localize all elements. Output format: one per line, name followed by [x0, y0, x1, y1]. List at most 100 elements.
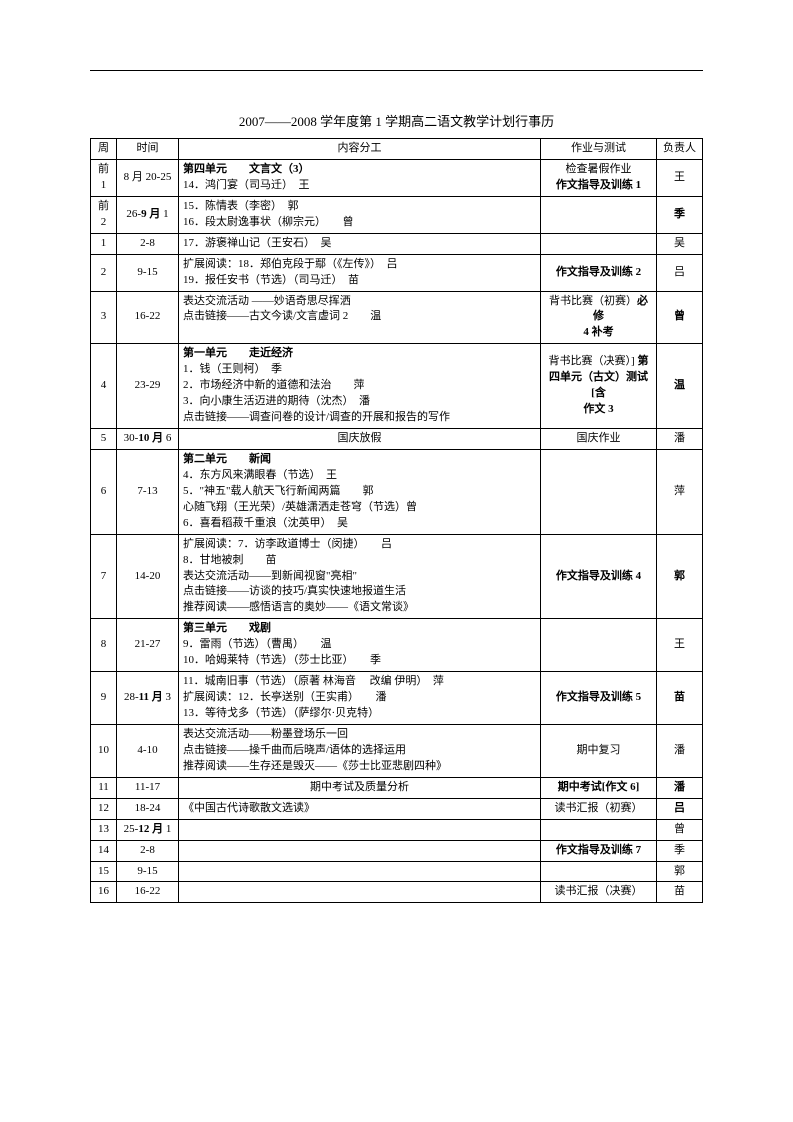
cell-line: 4．东方风来满眼春（节选） 王 [183, 468, 536, 484]
cell-owner: 苗 [657, 882, 703, 903]
cell-time: 25-12 月 1 [117, 819, 179, 840]
cell-owner: 温 [657, 344, 703, 429]
cell-owner: 潘 [657, 724, 703, 777]
cell-time: 8 月 20-25 [117, 159, 179, 196]
cell-time: 28-11 月 3 [117, 672, 179, 725]
cell-line: 表达交流活动 ——妙语奇思尽挥洒 [183, 294, 536, 310]
cell-homework: 作文指导及训练 4 [541, 534, 657, 619]
cell-line: 扩展阅读：18．郑伯克段于鄢（《左传》） 吕 [183, 257, 536, 273]
cell-line: 11．城南旧事（节选）（原著 林海音 改编 伊明） 萍 [183, 674, 536, 690]
cell-homework: 作文指导及训练 5 [541, 672, 657, 725]
cell-content: 第二单元 新闻4．东方风来满眼春（节选） 王5．"神五"载人航天飞行新闻两篇 郭… [179, 449, 541, 534]
cell-homework: 期中考试[作文 6] [541, 777, 657, 798]
table-row: 104-10表达交流活动——粉墨登场乐一回点击链接——操千曲而后晓声/语体的选择… [91, 724, 703, 777]
cell-week: 5 [91, 429, 117, 450]
cell-week: 3 [91, 291, 117, 344]
cell-line: 点击链接——调查问卷的设计/调查的开展和报告的写作 [183, 410, 536, 426]
cell-week: 15 [91, 861, 117, 882]
cell-owner: 曾 [657, 819, 703, 840]
cell-line: 点击链接——访谈的技巧/真实快速地报道生活 [183, 584, 536, 600]
cell-line: 3．向小康生活迈进的期待（沈杰） 潘 [183, 394, 536, 410]
table-header-row: 周 时间 内容分工 作业与测试 负责人 [91, 139, 703, 160]
table-row: 928-11 月 311．城南旧事（节选）（原著 林海音 改编 伊明） 萍扩展阅… [91, 672, 703, 725]
table-row: 1218-24《中国古代诗歌散文选读》读书汇报（初赛）吕 [91, 798, 703, 819]
cell-homework: 作文指导及训练 2 [541, 254, 657, 291]
cell-owner: 潘 [657, 429, 703, 450]
cell-owner: 苗 [657, 672, 703, 725]
cell-line: 读书汇报（决赛） [545, 884, 652, 900]
cell-time: 16-22 [117, 882, 179, 903]
cell-owner: 吕 [657, 798, 703, 819]
cell-week: 11 [91, 777, 117, 798]
table-row: 316-22表达交流活动 ——妙语奇思尽挥洒点击链接——古文今读/文言虚词 2 … [91, 291, 703, 344]
page: 2007——2008 学年度第 1 学期高二语文教学计划行事历 周 时间 内容分… [0, 0, 793, 1122]
table-row: 12-817．游褒禅山记（王安石） 吴 吴 [91, 233, 703, 254]
cell-content: 扩展阅读：7．访李政道博士（闵捷） 吕8．甘地被刺 苗表达交流活动——到新闻视窗… [179, 534, 541, 619]
cell-content: 表达交流活动 ——妙语奇思尽挥洒点击链接——古文今读/文言虚词 2 温 [179, 291, 541, 344]
cell-content: 第三单元 戏剧9．雷雨（节选）（曹禺） 温10．哈姆莱特（节选）（莎士比亚） 季 [179, 619, 541, 672]
cell-week: 10 [91, 724, 117, 777]
col-time: 时间 [117, 139, 179, 160]
cell-content: 第四单元 文言文（3）14．鸿门宴（司马迁） 王 [179, 159, 541, 196]
cell-time: 2-8 [117, 233, 179, 254]
cell-week: 1 [91, 233, 117, 254]
cell-line: 推荐阅读——生存还是毁灭——《莎士比亚悲剧四种》 [183, 759, 536, 775]
cell-line: 《中国古代诗歌散文选读》 [183, 801, 536, 817]
cell-line: 扩展阅读：7．访李政道博士（闵捷） 吕 [183, 537, 536, 553]
cell-line: 四单元（古文）测试[含 [545, 370, 652, 402]
cell-homework: 背书比赛（决赛）] 第四单元（古文）测试[含作文 3 [541, 344, 657, 429]
cell-homework [541, 449, 657, 534]
cell-content: 第一单元 走近经济1．钱（王则柯） 季2．市场经济中新的道德和法治 萍3．向小康… [179, 344, 541, 429]
cell-homework: 读书汇报（决赛） [541, 882, 657, 903]
top-rule [90, 70, 703, 71]
cell-content: 表达交流活动——粉墨登场乐一回点击链接——操千曲而后晓声/语体的选择运用推荐阅读… [179, 724, 541, 777]
col-content: 内容分工 [179, 139, 541, 160]
cell-line: 国庆作业 [545, 431, 652, 447]
cell-line: 4 补考 [545, 325, 652, 341]
cell-owner: 王 [657, 619, 703, 672]
table-row: 159-15 郭 [91, 861, 703, 882]
cell-line: 推荐阅读——感悟语言的奥妙——《语文常谈》 [183, 600, 536, 616]
table-row: 前 18 月 20-25第四单元 文言文（3）14．鸿门宴（司马迁） 王检查暑假… [91, 159, 703, 196]
cell-homework [541, 233, 657, 254]
cell-line: 14．鸿门宴（司马迁） 王 [183, 178, 536, 194]
cell-time: 16-22 [117, 291, 179, 344]
cell-time: 30-10 月 6 [117, 429, 179, 450]
table-row: 67-13第二单元 新闻4．东方风来满眼春（节选） 王5．"神五"载人航天飞行新… [91, 449, 703, 534]
cell-week: 前 1 [91, 159, 117, 196]
cell-time: 18-24 [117, 798, 179, 819]
cell-content: 国庆放假 [179, 429, 541, 450]
cell-week: 13 [91, 819, 117, 840]
cell-time: 7-13 [117, 449, 179, 534]
cell-line: 作文指导及训练 7 [545, 843, 652, 859]
table-row: 530-10 月 6国庆放假国庆作业潘 [91, 429, 703, 450]
table-row: 1111-17期中考试及质量分析期中考试[作文 6]潘 [91, 777, 703, 798]
cell-line: 8．甘地被刺 苗 [183, 553, 536, 569]
cell-line: 15．陈情表（李密） 郭 [183, 199, 536, 215]
schedule-table: 周 时间 内容分工 作业与测试 负责人 前 18 月 20-25第四单元 文言文… [90, 138, 703, 903]
cell-line: 第四单元 文言文（3） [183, 162, 536, 178]
table-row: 821-27第三单元 戏剧9．雷雨（节选）（曹禺） 温10．哈姆莱特（节选）（莎… [91, 619, 703, 672]
cell-homework [541, 619, 657, 672]
cell-line: 作文指导及训练 2 [545, 265, 652, 281]
cell-content: 17．游褒禅山记（王安石） 吴 [179, 233, 541, 254]
cell-time: 23-29 [117, 344, 179, 429]
table-body: 前 18 月 20-25第四单元 文言文（3）14．鸿门宴（司马迁） 王检查暑假… [91, 159, 703, 902]
cell-content [179, 840, 541, 861]
cell-week: 前 2 [91, 196, 117, 233]
cell-line: 9．雷雨（节选）（曹禺） 温 [183, 637, 536, 653]
cell-owner: 萍 [657, 449, 703, 534]
table-row: 前 226-9 月 115．陈情表（李密） 郭16．段太尉逸事状（柳宗元） 曾 … [91, 196, 703, 233]
table-row: 714-20扩展阅读：7．访李政道博士（闵捷） 吕8．甘地被刺 苗表达交流活动—… [91, 534, 703, 619]
cell-line: 扩展阅读：12．长亭送别（王实甫） 潘 [183, 690, 536, 706]
cell-line: 13．等待戈多（节选）（萨缪尔·贝克特） [183, 706, 536, 722]
cell-line: 作文 3 [545, 402, 652, 418]
table-row: 142-8 作文指导及训练 7季 [91, 840, 703, 861]
cell-line: 点击链接——古文今读/文言虚词 2 温 [183, 309, 536, 325]
table-row: 423-29第一单元 走近经济1．钱（王则柯） 季2．市场经济中新的道德和法治 … [91, 344, 703, 429]
cell-line: 5．"神五"载人航天飞行新闻两篇 郭 [183, 484, 536, 500]
col-week: 周 [91, 139, 117, 160]
cell-line: 2．市场经济中新的道德和法治 萍 [183, 378, 536, 394]
cell-line: 作文指导及训练 5 [545, 690, 652, 706]
cell-week: 9 [91, 672, 117, 725]
